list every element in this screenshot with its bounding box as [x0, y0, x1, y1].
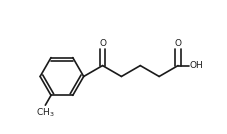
- Text: O: O: [99, 39, 106, 48]
- Text: CH$_3$: CH$_3$: [36, 107, 54, 119]
- Text: O: O: [174, 39, 181, 48]
- Text: OH: OH: [189, 61, 202, 70]
